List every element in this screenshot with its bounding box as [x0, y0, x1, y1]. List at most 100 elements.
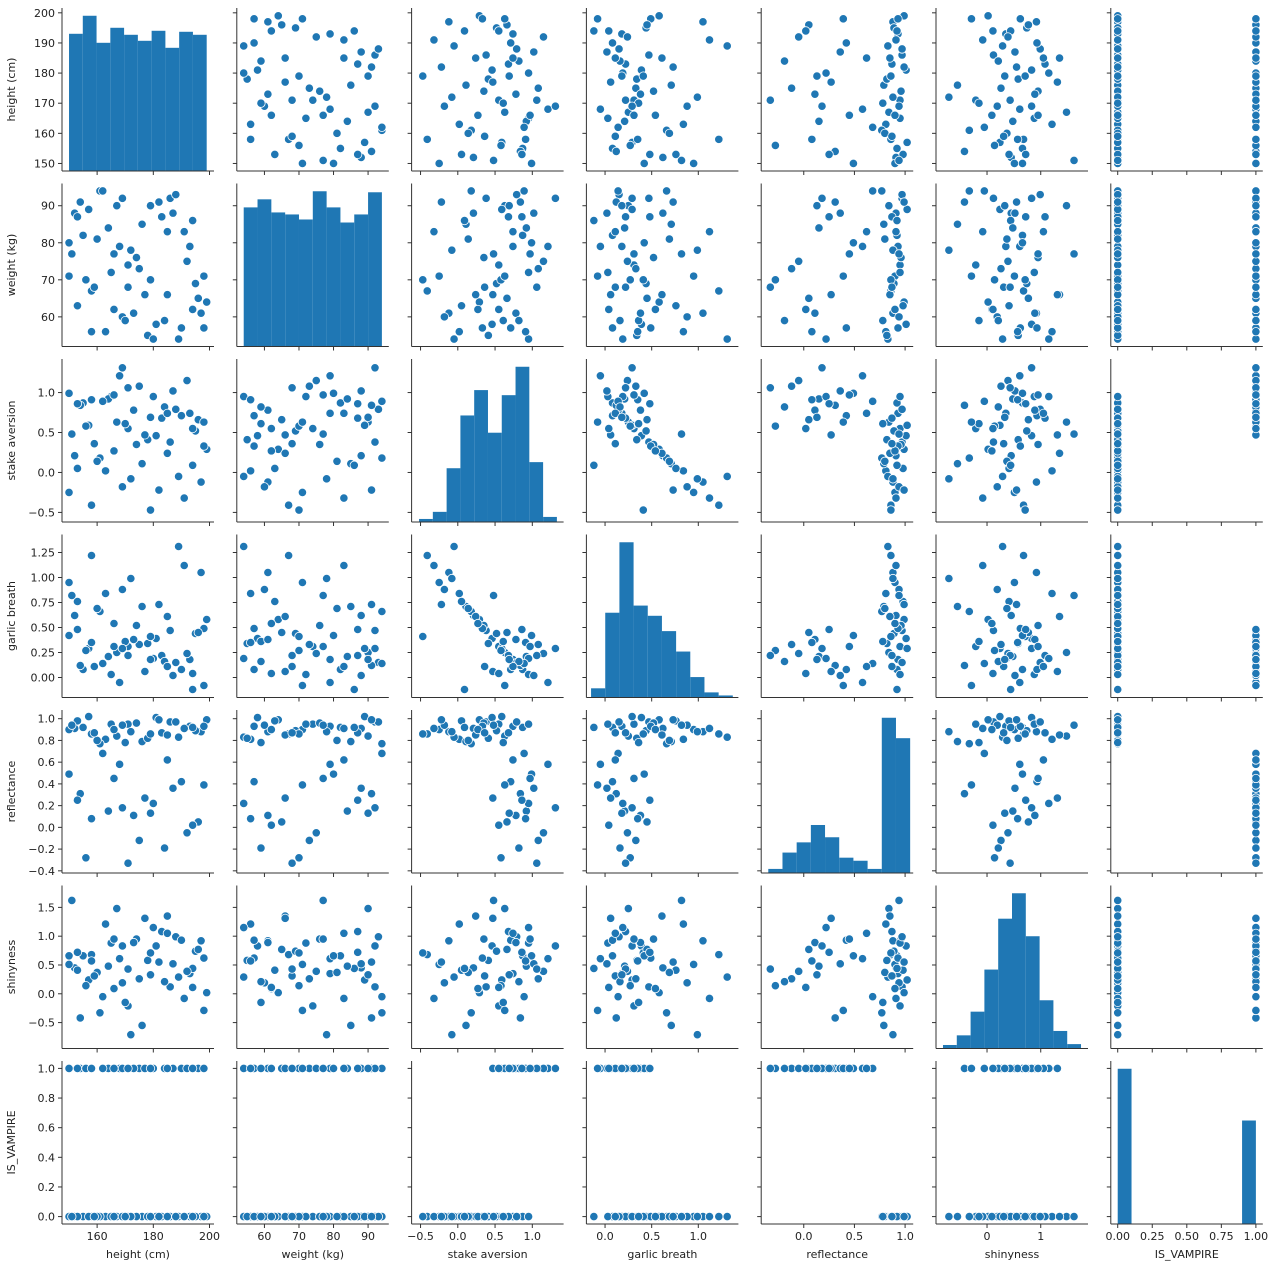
scatter-point — [256, 737, 266, 748]
scatter-point — [366, 715, 377, 725]
scatter-point — [1000, 201, 1010, 211]
scatter-point — [996, 639, 1006, 650]
hist-bar — [432, 511, 447, 522]
scatter-point — [494, 982, 504, 993]
y-tick-label: 0.0 — [38, 466, 56, 479]
scatter-point — [1035, 717, 1045, 727]
scatter-point — [64, 238, 74, 248]
scatter-point — [978, 227, 988, 237]
scatter-point — [418, 631, 428, 642]
scatter-point — [297, 417, 308, 427]
scatter-point — [103, 961, 113, 971]
scatter-point — [668, 197, 678, 207]
scatter-point — [246, 637, 256, 648]
scatter-point — [835, 386, 845, 396]
scatter-point — [1113, 44, 1123, 54]
scatter-point — [525, 641, 535, 652]
scatter-point — [301, 391, 311, 402]
scatter-point — [1113, 315, 1123, 326]
hist-bar — [110, 27, 125, 172]
scatter-point — [162, 290, 172, 300]
scatter-point — [370, 437, 380, 447]
scatter-point — [339, 1063, 349, 1074]
scatter-point — [239, 653, 249, 664]
scatter-point — [1013, 327, 1023, 337]
scatter-point — [318, 773, 328, 784]
scatter-point — [676, 895, 687, 906]
scatter-point — [988, 1063, 998, 1074]
scatter-point — [81, 853, 91, 863]
scatter-point — [714, 500, 724, 510]
scatter-point — [1113, 971, 1123, 981]
scatter-point — [89, 439, 99, 449]
x-axis-label: IS_VAMPIRE — [1155, 1248, 1219, 1261]
scatter-point — [318, 390, 328, 400]
scatter-point — [480, 131, 490, 141]
scatter-point — [447, 1030, 457, 1040]
scatter-point — [422, 550, 432, 561]
scatter-point — [377, 739, 387, 749]
scatter-point — [277, 20, 287, 30]
scatter-point — [887, 1211, 897, 1222]
scatter-point — [633, 327, 643, 337]
scatter-point — [964, 606, 974, 617]
scatter-point — [974, 1211, 984, 1222]
scatter-point — [629, 773, 639, 784]
scatter-point — [363, 903, 373, 914]
scatter-point — [878, 315, 888, 326]
scatter-point — [123, 858, 133, 868]
scatter-point — [887, 282, 897, 292]
scatter-point — [290, 23, 301, 33]
scatter-point — [794, 32, 804, 42]
scatter-point — [109, 1063, 119, 1074]
scatter-point — [1015, 104, 1025, 114]
panel — [932, 359, 1088, 526]
scatter-point — [1027, 193, 1037, 203]
scatter-point — [666, 1020, 676, 1031]
scatter-point — [162, 730, 172, 740]
scatter-point — [646, 323, 656, 333]
panel — [757, 183, 914, 351]
scatter-point — [259, 482, 270, 492]
scatter-point — [676, 1211, 687, 1222]
scatter-point — [964, 1211, 974, 1222]
scatter-point — [449, 41, 459, 51]
scatter-point — [1027, 101, 1037, 111]
x-axis-label: height (cm) — [106, 1248, 170, 1261]
scatter-point — [500, 1005, 510, 1016]
scatter-point — [1113, 391, 1123, 402]
scatter-point — [436, 957, 447, 967]
scatter-point — [159, 843, 170, 853]
scatter-point — [339, 723, 349, 734]
scatter-point — [473, 304, 483, 315]
scatter-point — [171, 190, 181, 200]
scatter-point — [199, 271, 209, 281]
scatter-point — [521, 806, 531, 816]
scatter-point — [280, 53, 290, 63]
scatter-point — [996, 381, 1006, 391]
scatter-point — [256, 98, 266, 108]
scatter-point — [878, 1211, 888, 1222]
panel — [232, 885, 389, 1053]
scatter-point — [899, 485, 909, 495]
scatter-point — [807, 956, 817, 966]
scatter-point — [249, 14, 259, 24]
scatter-point — [1113, 155, 1123, 166]
scatter-point — [589, 26, 599, 36]
scatter-point — [857, 371, 868, 381]
scatter-point — [606, 290, 616, 300]
scatter-point — [72, 399, 83, 409]
scatter-point — [887, 413, 897, 423]
scatter-point — [602, 783, 612, 793]
scatter-point — [67, 1211, 77, 1222]
scatter-point — [692, 727, 702, 737]
scatter-point — [188, 460, 198, 470]
scatter-point — [114, 677, 125, 688]
scatter-point — [436, 1211, 447, 1222]
scatter-point — [1006, 460, 1016, 470]
scatter-point — [1251, 808, 1261, 818]
scatter-point — [315, 439, 325, 450]
scatter-point — [1113, 439, 1123, 449]
x-tick-label: 0.5 — [846, 1230, 864, 1243]
